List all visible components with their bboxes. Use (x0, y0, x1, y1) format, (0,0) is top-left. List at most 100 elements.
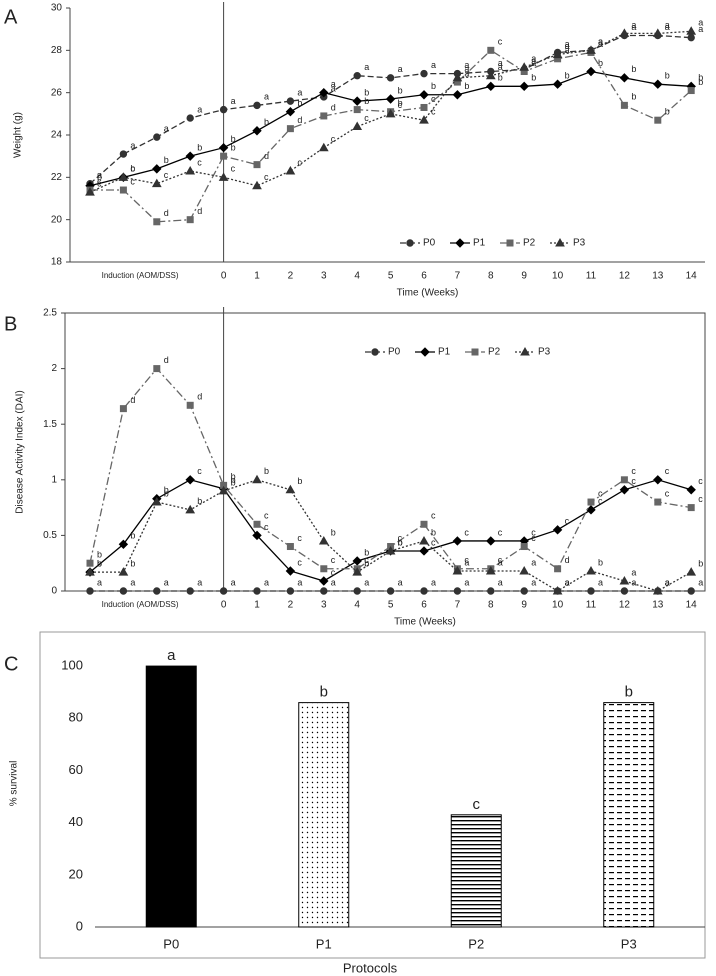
significance-letter: a (130, 140, 135, 150)
significance-letter: b (331, 527, 336, 537)
significance-letter: b (164, 488, 169, 498)
data-point (486, 81, 496, 92)
data-point (252, 474, 262, 484)
legend-label: P1 (438, 347, 451, 358)
significance-letter: b (625, 684, 633, 701)
data-point (318, 142, 329, 152)
data-point (586, 66, 596, 77)
data-point (653, 475, 663, 485)
significance-letter: a (665, 22, 670, 32)
legend-label: P0 (423, 238, 436, 249)
significance-letter: d (164, 355, 169, 365)
x-tick-label: 11 (586, 600, 597, 611)
data-point (385, 108, 396, 118)
significance-letter: a (531, 58, 536, 68)
data-point (253, 587, 261, 595)
series-line (89, 70, 692, 187)
significance-letter: b (320, 684, 328, 701)
significance-letter: a (231, 577, 236, 587)
significance-letter: a (498, 58, 503, 68)
significance-letter: a (431, 577, 436, 587)
x-tick-label: 7 (455, 600, 461, 611)
x-axis-title: Time (Weeks) (397, 288, 459, 299)
plot-frame (64, 312, 706, 592)
significance-letter: c (364, 113, 369, 123)
data-point (386, 587, 395, 595)
data-point (118, 172, 129, 181)
data-point (86, 559, 94, 567)
legend-label: P0 (388, 347, 401, 358)
data-point (353, 72, 361, 80)
significance-letter: a (498, 577, 503, 587)
x-tick-label: 7 (455, 271, 461, 282)
significance-letter: b (665, 71, 670, 81)
significance-letter: c (97, 176, 102, 186)
data-point (253, 520, 261, 528)
data-point (452, 72, 463, 82)
data-point (452, 90, 463, 100)
data-point (652, 28, 663, 37)
x-tick-label: P1 (316, 936, 332, 951)
data-point (186, 216, 194, 224)
data-point (153, 587, 161, 595)
data-point (285, 107, 296, 117)
y-tick-label: 2.5 (43, 308, 57, 319)
significance-letter: a (364, 577, 369, 587)
data-point (185, 151, 195, 161)
significance-letter: c (431, 94, 436, 104)
induction-label: Induction (AOM/DSS) (102, 600, 179, 609)
data-point (352, 96, 362, 106)
significance-letter: c (264, 172, 269, 182)
data-point (686, 567, 697, 576)
x-tick-label: 0 (221, 600, 227, 611)
significance-letter: a (531, 56, 536, 66)
data-point (252, 180, 262, 190)
y-axis-title: % survival (9, 761, 20, 807)
significance-letter: b (431, 527, 436, 537)
data-point (620, 476, 628, 484)
significance-letter: c (197, 157, 202, 167)
data-point (253, 101, 261, 110)
significance-letter: d (164, 208, 169, 218)
data-point (452, 536, 463, 546)
significance-letter: a (698, 577, 703, 587)
data-point (687, 504, 695, 512)
significance-letter: b (598, 557, 603, 567)
legend-marker (520, 346, 530, 356)
significance-letter: a (631, 22, 636, 32)
data-point (286, 587, 295, 595)
significance-letter: a (698, 18, 703, 28)
significance-letter: c (431, 537, 436, 547)
significance-letter: d (565, 555, 570, 565)
data-point (654, 116, 662, 124)
significance-letter: c (498, 37, 503, 47)
data-point (186, 114, 194, 122)
significance-letter: a (565, 577, 570, 587)
significance-letter: a (598, 37, 603, 47)
legend-marker (455, 238, 465, 248)
significance-letter: a (598, 577, 603, 587)
data-point (385, 545, 396, 555)
data-point (285, 484, 296, 494)
legend-label: P2 (488, 347, 501, 358)
data-point (419, 90, 429, 100)
significance-letter: a (398, 577, 403, 587)
significance-letter: c (297, 157, 302, 167)
data-point (220, 152, 228, 160)
data-point (552, 585, 563, 595)
significance-letter: d (130, 395, 135, 405)
significance-letter: a (464, 557, 469, 567)
x-tick-label: 5 (388, 271, 394, 282)
x-tick-label: 12 (619, 271, 631, 282)
significance-letter: b (598, 58, 603, 68)
data-point (487, 587, 495, 595)
data-point (385, 94, 396, 104)
significance-letter: c (297, 557, 302, 567)
chart-frame (39, 631, 706, 959)
significance-letter: a (698, 24, 703, 34)
significance-letter: c (531, 527, 536, 537)
data-point (352, 121, 363, 131)
significance-letter: b (130, 558, 135, 568)
